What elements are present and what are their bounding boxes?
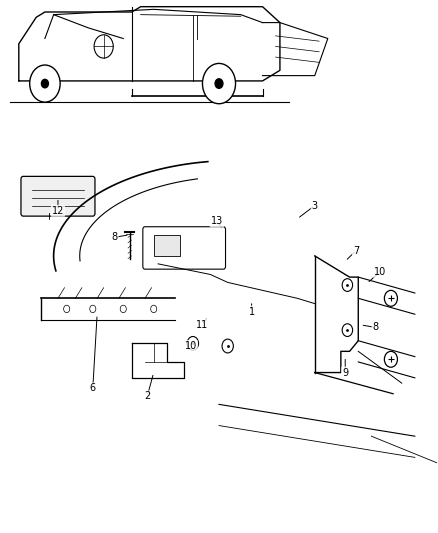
Text: 10: 10 (374, 267, 386, 277)
Circle shape (202, 63, 236, 104)
Text: 3: 3 (312, 200, 318, 211)
Text: 7: 7 (353, 246, 359, 256)
Text: 13: 13 (211, 216, 223, 227)
Circle shape (42, 79, 48, 88)
Text: 8: 8 (373, 322, 379, 333)
Circle shape (30, 65, 60, 102)
Text: 11: 11 (195, 320, 208, 330)
FancyBboxPatch shape (21, 176, 95, 216)
Text: 9: 9 (342, 368, 348, 377)
Circle shape (215, 79, 223, 88)
FancyBboxPatch shape (154, 235, 180, 256)
Text: 10: 10 (184, 341, 197, 351)
Text: 1: 1 (249, 306, 255, 317)
Text: 6: 6 (90, 383, 96, 393)
Text: 2: 2 (144, 391, 150, 401)
Text: 8: 8 (112, 232, 118, 243)
FancyBboxPatch shape (143, 227, 226, 269)
Text: 12: 12 (52, 206, 64, 216)
